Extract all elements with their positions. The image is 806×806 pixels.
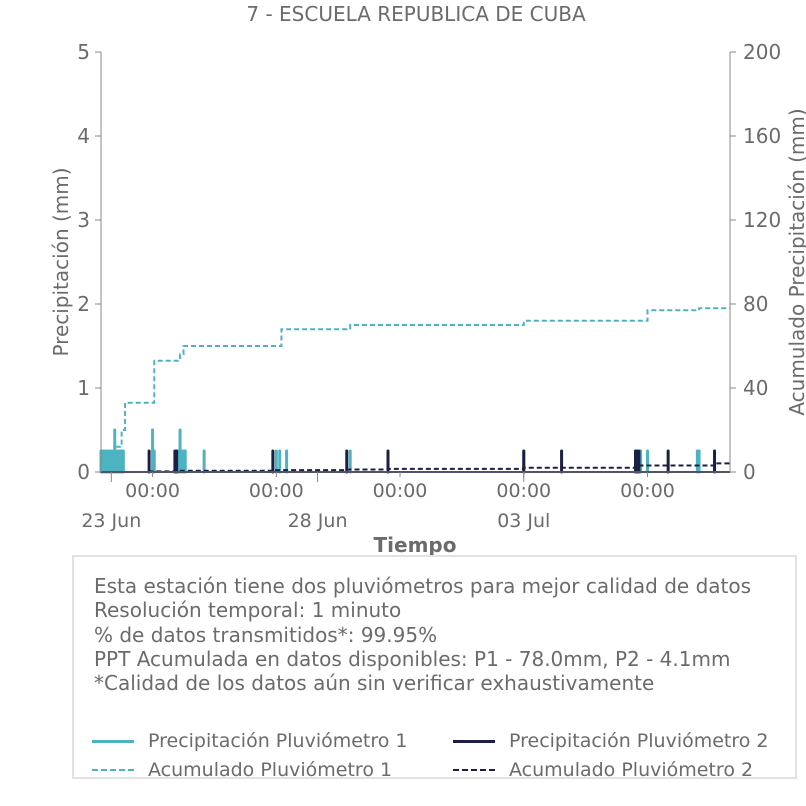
info-line-resolution: Resolución temporal: 1 minuto — [94, 598, 402, 623]
x-major-tick-label: 03 Jul — [497, 510, 550, 532]
y2-tick-label: 0 — [743, 460, 756, 484]
legend-item-p2-precip: Precipitación Pluviómetro 2 — [453, 730, 769, 752]
x-minor-tick-label: 00:00 — [496, 480, 551, 502]
y-axis-label: Precipitación (mm) — [49, 167, 73, 356]
info-line-two-gauges: Esta estación tiene dos pluviómetros par… — [94, 574, 752, 598]
legend-swatch-p1-solid — [92, 739, 134, 743]
legend-swatch-p2-solid — [453, 739, 495, 743]
chart-title: 7 - ESCUELA REPUBLICA DE CUBA — [246, 2, 586, 26]
legend-item-p1-accum: Acumulado Pluviómetro 1 — [92, 759, 392, 781]
legend-item-p1-precip: Precipitación Pluviómetro 1 — [92, 730, 408, 752]
legend-item-p2-accum: Acumulado Pluviómetro 2 — [453, 759, 753, 781]
y2-tick-label: 160 — [743, 124, 781, 148]
x-major-tick-label: 28 Jun — [288, 510, 348, 532]
axes: 0 1 2 3 4 5 0 40 80 120 160 200 00:00 00:00 00:00 00:00… — [77, 40, 781, 532]
y-tick-label: 1 — [77, 376, 90, 400]
x-minor-tick-label: 00:00 — [620, 480, 675, 502]
series-p2-accumulated-line — [101, 462, 730, 473]
y2-tick-label: 80 — [743, 292, 768, 316]
y-tick-label: 4 — [77, 124, 90, 148]
legend-label: Acumulado Pluviómetro 1 — [148, 759, 393, 781]
plot-area — [99, 307, 730, 474]
legend-label: Precipitación Pluviómetro 1 — [148, 730, 408, 752]
series-p1-accumulated-line — [101, 307, 730, 473]
info-line-accumulated: PPT Acumulada en datos disponibles: P1 -… — [94, 646, 731, 671]
y-tick-label: 3 — [77, 208, 90, 232]
legend: Precipitación Pluviómetro 1 Precipitació… — [92, 730, 792, 786]
info-line-transmitted: % de datos transmitidos*: 99.95% — [94, 622, 438, 647]
info-box: Esta estación tiene dos pluviómetros par… — [72, 555, 797, 781]
rain-chart: 7 - ESCUELA REPUBLICA DE CUBA 0 1 2 3 4 5 0 40 8… — [49, 2, 806, 555]
y2-tick-label: 120 — [743, 208, 781, 232]
x-major-tick-label: 23 Jun — [81, 510, 141, 532]
y2-axis-label: Acumulado Precipitación (mm) — [785, 108, 806, 415]
x-minor-tick-label: 00:00 — [373, 480, 428, 502]
legend-swatch-p2-dashed — [453, 769, 495, 771]
series-p2-precip — [147, 449, 717, 474]
legend-label: Precipitación Pluviómetro 2 — [509, 730, 769, 752]
legend-label: Acumulado Pluviómetro 2 — [509, 759, 754, 781]
y-tick-label: 0 — [77, 460, 90, 484]
y-tick-label: 2 — [77, 292, 90, 316]
y2-tick-label: 200 — [743, 40, 781, 64]
x-axis-label: Tiempo — [374, 533, 457, 555]
series-p1-precip — [99, 428, 701, 474]
y-tick-label: 5 — [77, 40, 90, 64]
x-minor-tick-label: 00:00 — [125, 480, 180, 502]
x-minor-tick-label: 00:00 — [249, 480, 304, 502]
y2-tick-label: 40 — [743, 376, 768, 400]
legend-swatch-p1-dashed — [92, 769, 134, 771]
info-text: Esta estación tiene dos pluviómetros par… — [94, 574, 751, 695]
info-line-quality-note: *Calidad de los datos aún sin verificar … — [94, 671, 655, 696]
